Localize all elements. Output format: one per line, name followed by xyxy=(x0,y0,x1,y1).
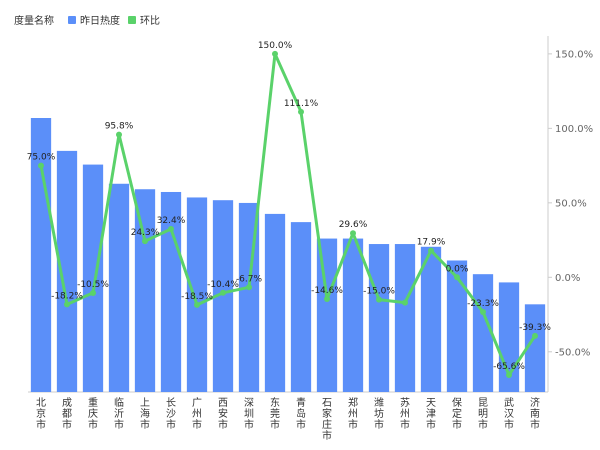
line-data-label: -15.0% xyxy=(363,287,395,297)
category-label: 广州市 xyxy=(192,397,202,431)
line-data-label: 17.9% xyxy=(417,238,446,248)
line-series-group xyxy=(38,50,538,379)
line-data-label: -18.2% xyxy=(51,291,83,301)
line-data-label: -14.6% xyxy=(311,286,343,296)
category-label: 青岛市 xyxy=(296,396,306,431)
category-label: 武汉市 xyxy=(504,396,514,431)
legend: 度量名称 昨日热度 环比 xyxy=(14,14,160,27)
line-point xyxy=(116,131,122,138)
category-labels: 北京市 成都市 重庆市 临沂市 上海市 长沙市 广州市 西安市 深圳市 东莞市 青岛市 石家庄市 郑州市… xyxy=(36,396,540,442)
right-axis-tick-label: 100.0% xyxy=(555,124,593,135)
bar xyxy=(212,200,234,392)
bar xyxy=(394,244,416,392)
bar xyxy=(186,197,208,392)
line-data-label: 0.0% xyxy=(446,264,469,274)
right-axis-tick-label: 150.0% xyxy=(555,49,593,60)
category-label: 苏州市 xyxy=(400,396,410,431)
bar xyxy=(342,238,364,392)
line-point xyxy=(220,289,226,296)
legend-swatch-bar xyxy=(68,16,76,24)
category-label: 成都市 xyxy=(62,397,72,431)
line-point xyxy=(350,230,356,237)
line-point xyxy=(506,372,512,379)
line-data-label: -18.5% xyxy=(181,292,213,302)
line-data-label: -10.4% xyxy=(207,280,239,290)
line-point xyxy=(532,332,538,339)
line-point xyxy=(324,296,330,303)
line-data-label: 75.0% xyxy=(27,153,56,163)
bar xyxy=(290,222,312,392)
line-point xyxy=(376,296,382,303)
line-point xyxy=(38,162,44,169)
bar xyxy=(446,260,468,392)
bar xyxy=(56,150,78,392)
line-data-labels: 75.0% -18.2%-10.5% 95.8% 24.3% 32.4% -18.5% -1… xyxy=(27,41,552,372)
line-point xyxy=(90,289,96,296)
line-point xyxy=(480,309,486,316)
right-axis-tick-label: 0.0% xyxy=(555,273,580,284)
category-label: 天津市 xyxy=(426,398,436,431)
legend-title: 度量名称 xyxy=(14,14,54,27)
category-label: 深圳市 xyxy=(244,397,254,431)
line-data-label: 29.6% xyxy=(339,220,368,230)
category-label: 长沙市 xyxy=(166,397,176,431)
line-data-label: -10.5% xyxy=(77,280,109,290)
line-point xyxy=(272,50,278,57)
line-data-label: -23.3% xyxy=(467,299,499,309)
line-data-label: 150.0% xyxy=(258,41,293,51)
bar xyxy=(264,213,286,392)
category-label: 上海市 xyxy=(140,397,150,431)
right-axis-ticks: 150.0% 100.0% 50.0% 0.0% -50.0% xyxy=(548,49,593,358)
bar xyxy=(134,189,156,392)
line-data-label: 95.8% xyxy=(105,122,134,132)
category-label: 保定市 xyxy=(452,396,462,431)
category-label: 昆明市 xyxy=(478,397,488,431)
line-point xyxy=(246,284,252,291)
line-data-label: -6.7% xyxy=(236,274,263,284)
line-point xyxy=(454,274,460,281)
line-point xyxy=(402,299,408,306)
line-point xyxy=(428,247,434,254)
category-label: 西安市 xyxy=(218,398,228,431)
line-path xyxy=(39,52,537,377)
line-data-label: 111.1% xyxy=(284,99,319,109)
legend-swatch-line xyxy=(128,16,136,24)
category-label: 临沂市 xyxy=(114,396,124,431)
line-point xyxy=(298,108,304,115)
right-axis-tick-label: -50.0% xyxy=(555,347,590,358)
category-label: 潍坊市 xyxy=(374,397,384,431)
line-data-label: -39.3% xyxy=(519,323,551,333)
bar xyxy=(316,238,338,392)
bar-series xyxy=(30,118,546,392)
line-point xyxy=(168,226,174,233)
category-label: 北京市 xyxy=(36,397,46,431)
category-label: 东莞市 xyxy=(270,396,280,431)
bar xyxy=(82,164,104,392)
category-label: 重庆市 xyxy=(88,396,98,431)
line-data-label: 24.3% xyxy=(131,228,160,238)
line-data-label: -65.6% xyxy=(493,362,525,372)
line-point xyxy=(142,238,148,245)
line-point xyxy=(64,301,70,308)
bar xyxy=(420,246,442,392)
category-label: 石家庄市 xyxy=(322,398,332,442)
category-label: 济南市 xyxy=(530,396,540,431)
category-label: 郑州市 xyxy=(348,396,358,431)
right-axis-tick-label: 50.0% xyxy=(555,198,587,209)
legend-label-bar: 昨日热度 xyxy=(80,14,120,27)
line-point xyxy=(194,301,200,308)
line-data-label: 32.4% xyxy=(157,216,186,226)
bar xyxy=(108,183,130,392)
bar xyxy=(524,304,546,392)
legend-label-line: 环比 xyxy=(140,15,160,27)
bar xyxy=(368,244,390,392)
